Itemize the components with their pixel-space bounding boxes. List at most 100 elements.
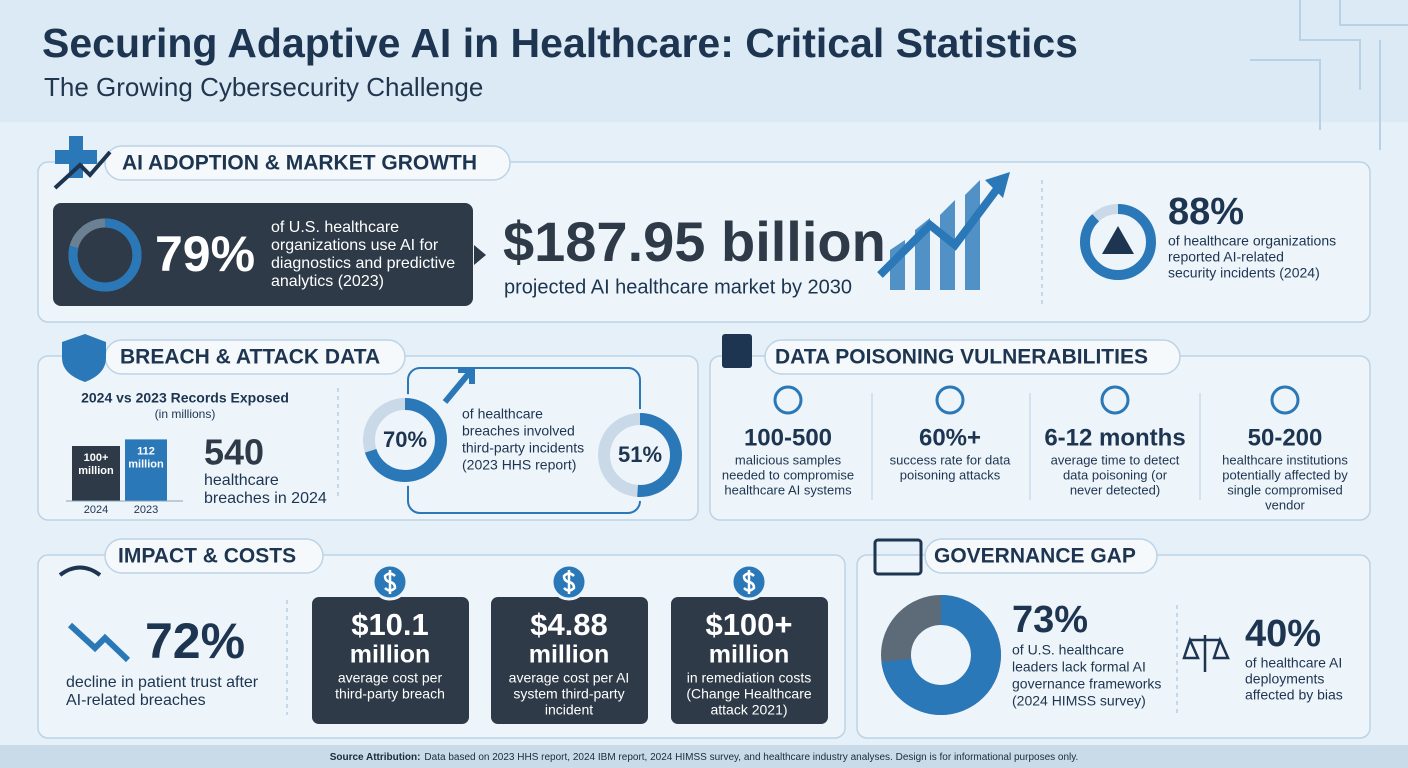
dollar-sign (562, 570, 576, 594)
footer-label: Source Attribution: (330, 752, 421, 763)
text-line: deployments (1245, 671, 1324, 687)
text-line: reported AI-related (1168, 249, 1284, 265)
item-icon (773, 385, 803, 415)
text-line: governance frameworks (1012, 676, 1161, 692)
stat-value: 40% (1245, 613, 1321, 655)
stat-value: $10.1 (351, 607, 429, 642)
tab (104, 538, 324, 574)
scale-icon (1182, 635, 1230, 672)
donut-arc (68, 218, 142, 292)
caption: projected AI healthcare market by 2030 (504, 276, 852, 298)
circuit-decoration (1250, 0, 1408, 150)
cost-card (312, 597, 469, 724)
cost-card (671, 597, 828, 724)
text-line: in remediation costs (687, 670, 812, 686)
text-line: of healthcare AI (1245, 655, 1342, 671)
book-icon (873, 538, 923, 576)
text-line: of healthcare organizations (1168, 233, 1336, 249)
donut-arc (363, 398, 447, 482)
dollar-sign (742, 570, 756, 594)
text-line: third-party breach (335, 686, 445, 702)
text-line: vendor (1265, 497, 1305, 512)
connector-arrow (442, 367, 475, 404)
section-heading: GOVERNANCE GAP (934, 545, 1136, 568)
stat-value: 6-12 months (1044, 424, 1185, 451)
stat-value: $100+ (705, 607, 792, 642)
tabs (104, 145, 1181, 574)
cost-card (491, 597, 648, 724)
text-line: organizations use AI for (271, 237, 439, 254)
donut-arc (881, 595, 1001, 715)
shield-icon (62, 334, 106, 382)
dollar-sign (383, 570, 397, 594)
text-line: (Change Healthcare (686, 686, 812, 702)
text-line: decline in patient trust after (66, 674, 259, 691)
text-line: diagnostics and predictive (271, 255, 455, 272)
text-line: average cost per (338, 670, 443, 686)
text-line: leaders lack formal AI (1012, 659, 1146, 675)
text-line: affected by bias (1245, 687, 1343, 703)
stat-value: 540 (204, 432, 264, 473)
pointer (474, 245, 486, 265)
stat-value: 70% (383, 427, 427, 452)
text-line: third-party incidents (462, 440, 584, 456)
item-icon (1270, 385, 1300, 415)
bar-label: 112 (137, 445, 155, 457)
text-line: of U.S. healthcare (1012, 642, 1124, 658)
server-icon (722, 334, 752, 368)
stat-value: 60%+ (919, 424, 981, 451)
text-line: system third-party (513, 686, 624, 702)
section-heading: BREACH & ATTACK DATA (120, 346, 380, 369)
text-line: healthcare institutions (1222, 452, 1348, 467)
donut-arc (598, 413, 682, 497)
tab (924, 538, 1158, 574)
section-heading: IMPACT & COSTS (118, 545, 296, 568)
arrow-head (985, 172, 1010, 198)
text-line: of U.S. healthcare (271, 219, 399, 236)
bar-label: 100+ (84, 452, 109, 464)
header-band (0, 0, 1408, 122)
text-line: of healthcare (462, 406, 543, 422)
subtitle: The Growing Cybersecurity Challenge (44, 72, 483, 102)
stat-unit: million (709, 641, 790, 669)
bar-category: 2024 (84, 504, 108, 516)
stat-unit: million (350, 641, 431, 669)
text-line: (2023 HHS report) (462, 457, 576, 473)
usage-card (53, 203, 473, 306)
stat-value: 73% (1012, 599, 1088, 641)
chart-title: 2024 vs 2023 Records Exposed (81, 390, 289, 406)
stat-value: $4.88 (530, 607, 608, 642)
donut-arc (1080, 204, 1156, 280)
text-line: success rate for data (890, 452, 1011, 467)
stat-value: 50-200 (1248, 424, 1323, 451)
text-line: (2024 HIMSS survey) (1012, 693, 1146, 709)
footer-text: Data based on 2023 HHS report, 2024 IBM … (424, 752, 1078, 763)
chart-unit: (in millions) (155, 407, 216, 421)
stat-value: 100-500 (744, 424, 832, 451)
stat-value: 79% (155, 226, 255, 282)
footer: Source Attribution: Data based on 2023 HH… (330, 752, 1079, 763)
column-dividers (871, 393, 1201, 500)
text-line: breaches in 2024 (204, 490, 327, 507)
section-heading: DATA POISONING VULNERABILITIES (775, 346, 1148, 369)
text-line: breaches involved (462, 423, 575, 439)
text-line: attack 2021) (710, 702, 787, 718)
text-line: average cost per AI (509, 670, 630, 686)
handshake-icon (58, 565, 102, 577)
growth-arrow-icon (877, 182, 1004, 278)
text-line: never detected) (1070, 482, 1160, 497)
decline-icon (67, 622, 131, 663)
text-line: malicious samples (735, 452, 842, 467)
stat-value: 72% (145, 613, 245, 669)
text-line: AI-related breaches (66, 692, 206, 709)
medical-cross-icon (55, 136, 97, 178)
bar-label: million (78, 465, 114, 477)
growth-bars-icon (890, 180, 980, 290)
warning-icon (1102, 226, 1134, 254)
tab (104, 145, 511, 181)
stat-unit: million (529, 641, 610, 669)
item-icon (935, 385, 965, 415)
text-line: single compromised (1227, 482, 1343, 497)
text-line: security incidents (2024) (1168, 265, 1320, 281)
